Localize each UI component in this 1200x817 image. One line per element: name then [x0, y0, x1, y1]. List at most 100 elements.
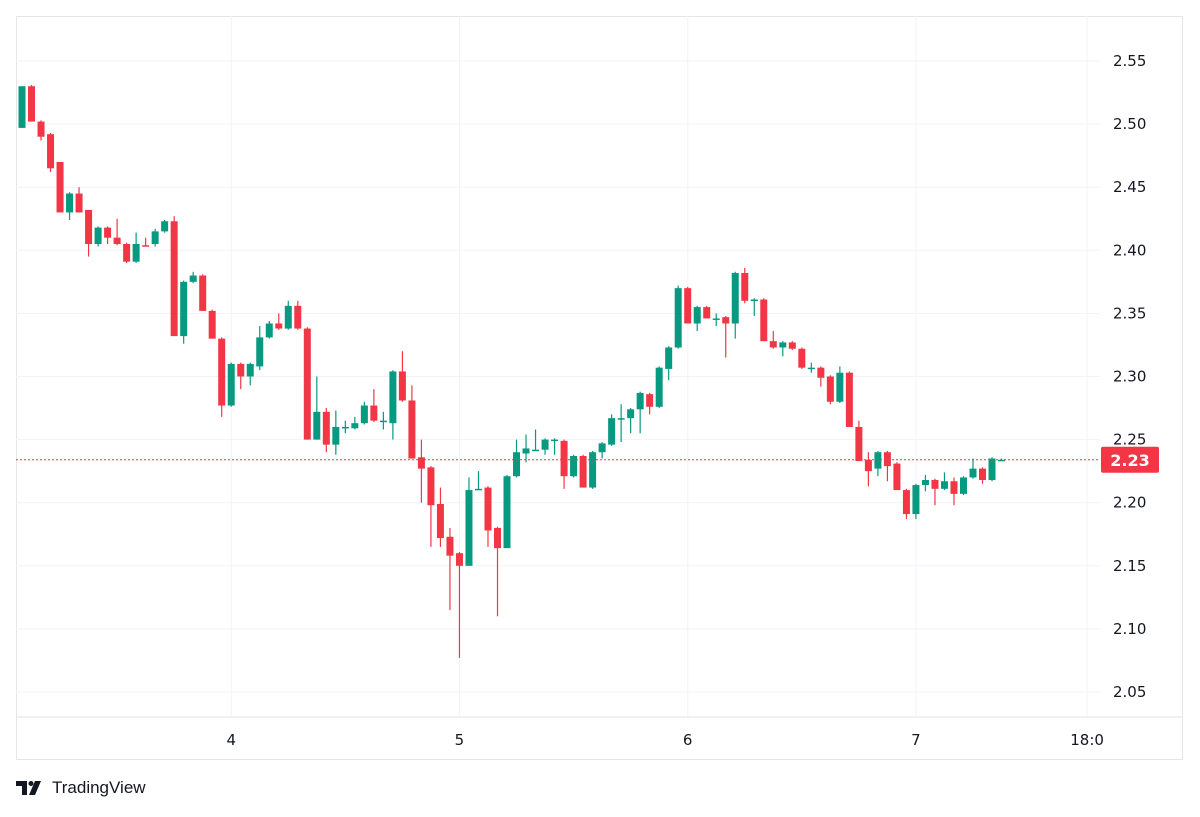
candle-up: [731, 271, 739, 339]
candle-up: [712, 313, 720, 327]
candle-up: [132, 232, 140, 263]
candle-body: [598, 443, 606, 453]
candle-down: [436, 487, 444, 547]
candle-body: [227, 363, 235, 406]
candle-body: [370, 405, 378, 421]
candle-up: [608, 414, 616, 446]
price-tick-label: 2.40: [1113, 241, 1146, 259]
candle-body: [836, 372, 844, 402]
price-axis[interactable]: 2.05 2.10 2.15 2.20 2.25 2.30 2.35 2.40 2.45 2.50…: [1113, 52, 1146, 701]
candle-up: [693, 305, 701, 332]
candle-down: [398, 351, 406, 402]
candle-body: [265, 323, 273, 338]
candle-up: [189, 271, 197, 284]
candle-body: [341, 426, 349, 429]
candle-body: [513, 452, 521, 477]
candle-down: [684, 286, 692, 324]
time-tick-label: 18:0: [1070, 731, 1104, 749]
candle-down: [85, 209, 93, 257]
candle-body: [151, 231, 159, 244]
candle-body: [446, 536, 454, 556]
candle-down: [455, 551, 463, 658]
tradingview-logo[interactable]: TradingView: [16, 778, 146, 798]
candle-up: [874, 450, 882, 477]
candle-down: [484, 486, 492, 547]
candle-body: [66, 193, 74, 213]
candle-body: [18, 86, 26, 128]
candle-down: [560, 439, 568, 489]
candle-body: [389, 371, 397, 424]
candle-body: [113, 237, 121, 244]
candle-body: [237, 363, 245, 377]
candle-down: [275, 313, 283, 330]
candle-body: [817, 367, 825, 378]
candle-up: [940, 472, 948, 491]
candle-body: [570, 456, 578, 477]
candle-up: [256, 326, 264, 371]
price-tick-label: 2.05: [1113, 683, 1146, 701]
candle-down: [446, 527, 454, 610]
candle-body: [503, 476, 511, 549]
candle-up: [246, 362, 254, 386]
candle-body: [798, 348, 806, 368]
candle-down: [646, 392, 654, 415]
candle-down: [37, 120, 45, 141]
time-axis[interactable]: 4 5 6 7 18:0: [226, 731, 1104, 749]
candle-up: [570, 454, 578, 478]
candle-up: [551, 438, 559, 455]
candle-body: [988, 458, 996, 480]
candle-up: [912, 483, 920, 520]
candle-down: [75, 187, 83, 213]
candle-body: [484, 487, 492, 531]
candle-body: [208, 310, 216, 339]
candle-body: [541, 439, 549, 450]
candle-down: [113, 218, 121, 246]
candle-down: [104, 226, 112, 244]
candle-body: [123, 243, 131, 262]
candle-body: [750, 299, 758, 302]
time-tick-label: 6: [683, 731, 693, 749]
candle-down: [56, 161, 64, 213]
candle-body: [731, 273, 739, 324]
candle-body: [589, 452, 597, 488]
candle-up: [313, 376, 321, 440]
candle-down: [703, 305, 711, 319]
candle-down: [798, 347, 806, 369]
candle-body: [864, 459, 872, 472]
candle-body: [180, 281, 188, 337]
candle-up: [779, 341, 787, 357]
candle-down: [855, 420, 863, 462]
candle-up: [807, 362, 815, 373]
last-price-label: 2.23: [1110, 451, 1149, 470]
candle-body: [779, 342, 787, 348]
candle-down: [864, 452, 872, 487]
candle-body: [379, 420, 387, 423]
candle-body: [703, 307, 711, 319]
candle-body: [408, 400, 416, 459]
candle-up: [627, 408, 635, 434]
candle-down: [883, 450, 891, 482]
candle-body: [655, 367, 663, 407]
time-tick-label: 4: [226, 731, 236, 749]
candle-body: [912, 485, 920, 515]
price-tick-label: 2.10: [1113, 620, 1146, 638]
candle-body: [845, 372, 853, 427]
candle-down: [950, 477, 958, 506]
candle-down: [579, 454, 587, 488]
candle-up: [503, 474, 511, 549]
candle-up: [665, 346, 673, 381]
candle-body: [674, 288, 682, 348]
candle-body: [826, 376, 834, 402]
candle-body: [551, 439, 559, 442]
candle-body: [142, 245, 150, 247]
candle-down: [788, 341, 796, 350]
candle-down: [769, 331, 777, 349]
candle-up: [959, 476, 967, 496]
time-tick-label: 5: [455, 731, 465, 749]
candle-body: [807, 367, 815, 370]
candle-down: [303, 327, 311, 440]
candle-down: [902, 488, 910, 520]
candle-body: [37, 121, 45, 137]
candle-up: [360, 401, 368, 425]
